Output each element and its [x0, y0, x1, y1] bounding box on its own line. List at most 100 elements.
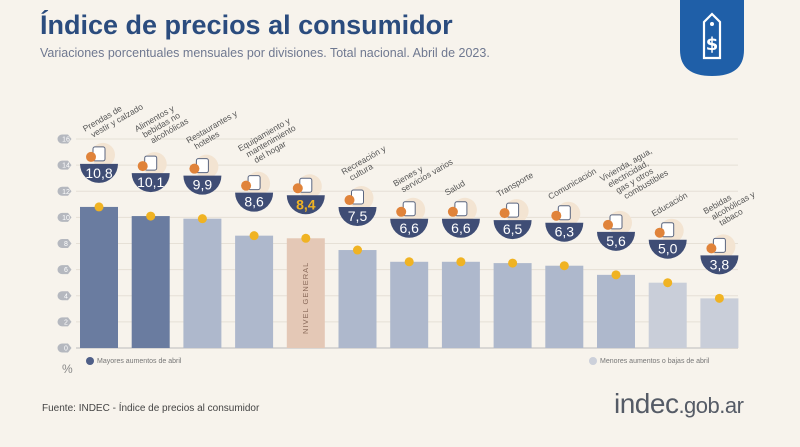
category-label: Recreación ycultura: [340, 143, 393, 185]
y-tick-label: 8: [64, 241, 68, 248]
category-label: NIVEL GENERAL: [301, 262, 310, 334]
bar-dot: [249, 231, 259, 241]
bar: [286, 238, 325, 348]
brand-main: indec: [614, 388, 679, 419]
category-illustration-icon: [447, 206, 458, 217]
category-illustration-icon: [241, 180, 252, 191]
category-label-line: Transporte: [495, 170, 536, 199]
y-tick-marker: [57, 134, 72, 144]
value-badge: [700, 255, 739, 275]
bar: [597, 274, 635, 348]
bar-dot: [508, 258, 518, 268]
category-illustration-icon: [189, 163, 200, 174]
legend-top: Mayores aumentos de abril: [86, 357, 181, 365]
value-badge: [286, 195, 325, 215]
category-illustration-icon: [706, 243, 717, 254]
value-badge: [648, 239, 687, 259]
bar-dot: [146, 211, 156, 221]
page-subtitle: Variaciones porcentuales mensuales por d…: [40, 46, 490, 60]
y-tick-marker: [57, 239, 72, 248]
category-illustration-icon: [654, 227, 665, 238]
bar-dot: [353, 245, 362, 255]
category-illustration-icon: [396, 206, 407, 217]
category-illustration-icon: [344, 195, 355, 206]
y-axis-unit: %: [62, 362, 73, 376]
value-badge: [545, 222, 584, 242]
bar: [131, 216, 170, 348]
y-tick-label: 6: [64, 267, 68, 274]
category-label-line: Comunicación: [546, 166, 598, 202]
brand-suffix: .gob.ar: [678, 393, 744, 418]
bar-dot: [611, 270, 621, 280]
category-illustration-icon: [292, 183, 303, 194]
svg-text:$: $: [706, 34, 719, 55]
y-tick-marker: [57, 160, 72, 170]
category-label: Salud: [443, 178, 467, 198]
bar-dot: [404, 257, 414, 267]
bar: [390, 261, 429, 348]
value-badge: [131, 173, 170, 193]
category-illustration-icon: [137, 161, 148, 172]
value-label: 5,0: [658, 241, 678, 257]
bar: [441, 261, 480, 348]
legend-low-swatch: [589, 357, 597, 365]
bar-dot: [456, 257, 466, 267]
value-badge: [493, 220, 532, 240]
value-label: 8,4: [296, 196, 316, 212]
brand-logo[interactable]: indec.gob.ar: [614, 388, 744, 420]
category-label: Prendas devestir y calzado: [81, 94, 145, 142]
value-label: 10,1: [137, 174, 164, 190]
value-badge: [390, 218, 429, 238]
bar-dot: [94, 202, 104, 212]
y-tick-marker: [57, 343, 72, 353]
value-label: 8,6: [244, 194, 264, 210]
bar-dot: [301, 233, 311, 243]
value-badge: [80, 163, 118, 183]
category-illustration-icon: [603, 219, 613, 230]
page-title: Índice de precios al consumidor: [40, 10, 453, 40]
y-tick-marker: [57, 186, 72, 196]
y-tick-marker: [57, 212, 72, 222]
value-label: 5,6: [606, 233, 626, 249]
category-label-line: Educación: [650, 190, 690, 219]
value-badge: [597, 231, 635, 251]
value-badge: [441, 218, 480, 238]
y-tick-label: 0: [64, 346, 68, 353]
value-label: 6,5: [503, 221, 523, 237]
value-label: 7,5: [348, 208, 368, 224]
bar-dot: [197, 214, 207, 224]
y-tick-marker: [57, 265, 72, 275]
category-illustration-icon: [86, 151, 96, 162]
bar: [493, 263, 532, 348]
category-label: Restaurantes yhoteles: [184, 108, 244, 153]
source-note: Fuente: INDEC - Índice de precios al con…: [42, 403, 260, 414]
y-tick-label: 10: [62, 215, 70, 222]
value-badge: [183, 175, 222, 195]
legend-low-label: Menores aumentos o bajas de abril: [600, 357, 710, 365]
legend-low: Menores aumentos o bajas de abril: [589, 357, 709, 365]
value-badge: [338, 207, 377, 227]
category-label: Bebidasalcohólicas ytabaco: [701, 181, 761, 232]
legend-top-label: Mayores aumentos de abril: [97, 357, 182, 365]
bar-dot: [714, 293, 724, 303]
legend-top-swatch: [86, 357, 94, 365]
y-tick-label: 16: [62, 137, 70, 144]
bar: [648, 282, 687, 348]
y-tick-label: 12: [62, 189, 70, 196]
bar: [545, 265, 584, 348]
bar: [700, 298, 739, 348]
category-illustration-icon: [499, 208, 510, 219]
category-label: Transporte: [495, 170, 536, 199]
y-tick-label: 4: [64, 293, 68, 300]
bar-dot: [663, 278, 673, 288]
category-illustration-icon: [551, 210, 562, 221]
y-tick-label: 2: [64, 319, 68, 326]
y-tick-label: 14: [62, 163, 70, 170]
bar: [235, 235, 274, 348]
value-label: 6,6: [451, 220, 471, 236]
bar: [183, 218, 222, 348]
bar-dot: [559, 261, 569, 271]
value-label: 6,6: [399, 220, 419, 236]
category-label: Comunicación: [546, 166, 598, 202]
